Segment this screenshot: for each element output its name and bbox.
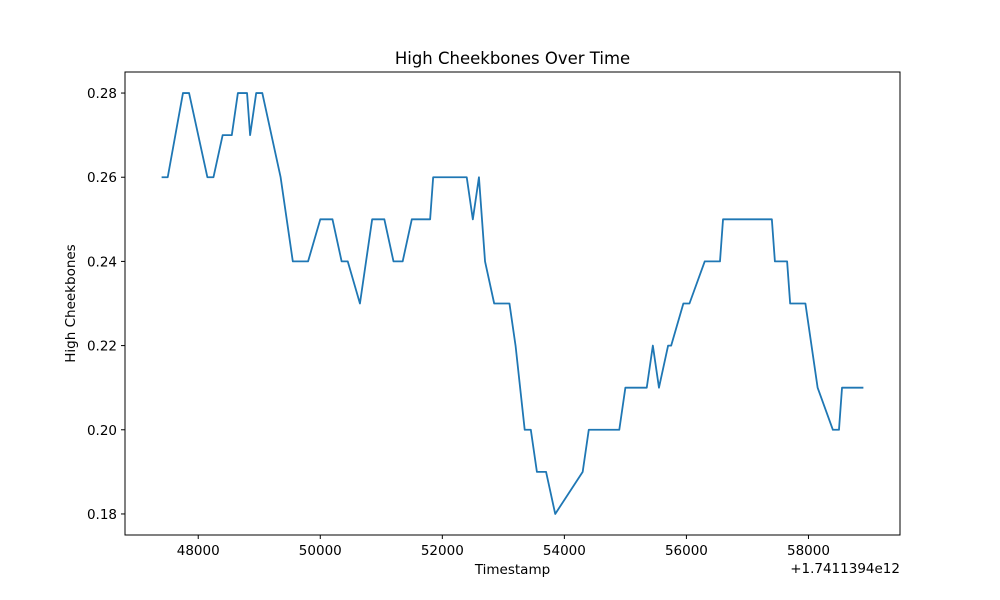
x-tick-label: 54000 — [543, 543, 586, 559]
x-tick-label: 56000 — [665, 543, 708, 559]
y-tick-label: 0.28 — [87, 86, 117, 102]
x-tick-label: 50000 — [299, 543, 342, 559]
plot-area — [124, 71, 901, 536]
y-tick-label: 0.18 — [87, 507, 117, 523]
x-axis-label: Timestamp — [474, 562, 550, 578]
y-tick-label: 0.20 — [87, 423, 117, 439]
series-line — [161, 92, 864, 515]
x-tick-label: 58000 — [787, 543, 830, 559]
series-layer — [161, 92, 864, 515]
x-tick-label: 48000 — [177, 543, 220, 559]
x-offset-label: +1.7411394e12 — [790, 561, 900, 577]
y-axis-label: High Cheekbones — [63, 244, 79, 362]
chart-title: High Cheekbones Over Time — [395, 49, 630, 68]
y-tick-label: 0.26 — [87, 170, 117, 186]
y-tick-label: 0.22 — [87, 339, 117, 355]
y-tick-label: 0.24 — [87, 254, 117, 270]
y-axis: 0.18 0.20 0.22 0.24 0.26 0.28 — [87, 86, 125, 523]
x-tick-label: 52000 — [421, 543, 464, 559]
x-axis: 48000 50000 52000 54000 56000 58000 — [177, 535, 830, 559]
